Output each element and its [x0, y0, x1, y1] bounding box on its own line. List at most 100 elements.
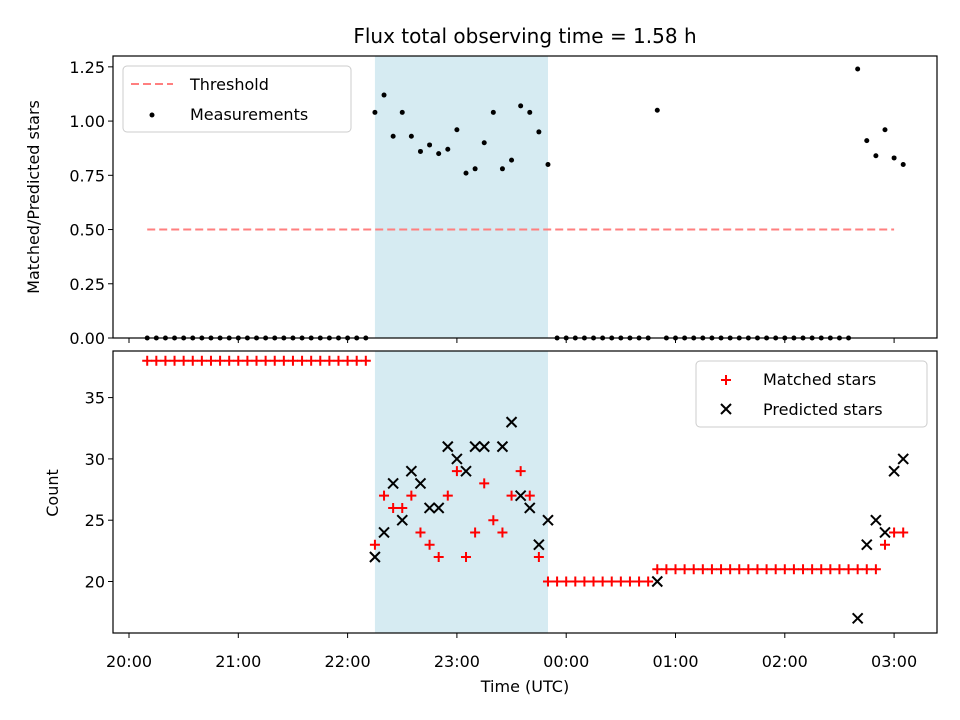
legend-matched-label: Matched stars	[763, 370, 876, 389]
matched-star-point	[652, 564, 663, 575]
matched-star-point	[315, 355, 326, 366]
matched-star-point	[561, 576, 572, 587]
predicted-star-point	[861, 539, 873, 551]
matched-star-point	[470, 527, 481, 538]
matched-star-point	[634, 576, 645, 587]
predicted-star-point	[514, 489, 527, 502]
measurement-point	[527, 109, 533, 115]
matched-star-point	[725, 564, 736, 575]
matched-star-point	[451, 466, 462, 477]
matched-star-point	[397, 502, 408, 513]
matched-star-point	[324, 355, 335, 366]
matched-star-point	[215, 355, 226, 366]
matched-star-point	[497, 527, 508, 538]
matched-star-point	[178, 355, 189, 366]
matched-star-point	[615, 576, 626, 587]
measurement-point	[864, 138, 870, 144]
top-y-tick-label: 0.75	[69, 166, 105, 185]
top-y-tick-label: 0.50	[69, 221, 105, 240]
matched-star-point	[889, 527, 900, 538]
predicted-star-point	[396, 514, 408, 526]
matched-star-point	[506, 490, 517, 501]
matched-star-point	[151, 355, 162, 366]
matched-star-point	[433, 551, 444, 562]
measurement-point	[882, 127, 888, 133]
predicted-star-point	[460, 465, 472, 477]
measurement-point	[454, 127, 460, 133]
matched-star-point	[142, 355, 153, 366]
matched-star-point	[843, 564, 854, 575]
matched-star-point	[461, 551, 472, 562]
matched-star-point	[533, 551, 544, 562]
matched-star-point	[406, 490, 417, 501]
legend-predicted-label: Predicted stars	[763, 400, 883, 419]
matched-star-point	[807, 564, 818, 575]
measurement-point	[390, 133, 396, 139]
matched-star-point	[379, 490, 390, 501]
measurement-point	[518, 103, 524, 109]
predicted-star-point	[451, 453, 463, 465]
measurement-point	[509, 157, 515, 163]
top-y-tick-label: 1.00	[69, 112, 105, 131]
matched-star-point	[369, 539, 380, 550]
matched-star-point	[579, 576, 590, 587]
matched-star-point	[570, 576, 581, 587]
matched-star-point	[224, 355, 235, 366]
measurement-point	[900, 161, 906, 167]
matched-star-point	[196, 355, 207, 366]
predicted-star-point	[423, 502, 436, 514]
matched-star-point	[297, 355, 308, 366]
bottom-legend: Matched stars Predicted stars	[695, 360, 928, 428]
matched-star-point	[879, 539, 890, 550]
measurement-point	[463, 170, 469, 176]
matched-star-point	[542, 576, 553, 587]
matched-star-point	[524, 490, 535, 501]
top-y-tick-label: 0.00	[69, 329, 105, 348]
measurement-point	[545, 161, 551, 167]
matched-star-point	[515, 466, 526, 477]
legend-predicted-swatch	[720, 403, 732, 415]
predicted-star-point	[478, 440, 490, 453]
top-legend-box	[122, 65, 352, 133]
x-tick-label: 01:00	[652, 652, 698, 671]
matched-star-point	[552, 576, 563, 587]
x-tick-label: 02:00	[762, 652, 808, 671]
measurement-point	[399, 109, 405, 115]
matched-star-point	[351, 355, 362, 366]
matched-star-point	[852, 564, 863, 575]
measurement-point	[381, 92, 387, 98]
matched-star-point	[825, 564, 836, 575]
matched-star-point	[716, 564, 727, 575]
matched-star-point	[388, 502, 399, 513]
bottom-y-axis-label: Count	[43, 469, 62, 517]
matched-star-point	[697, 564, 708, 575]
bottom-y-tick-label: 30	[85, 450, 105, 469]
predicted-star-point	[469, 440, 481, 453]
chart-title: Flux total observing time = 1.58 h	[353, 24, 696, 48]
x-axis-label: Time (UTC)	[480, 677, 569, 696]
matched-star-point	[588, 576, 599, 587]
predicted-star-point	[414, 477, 427, 490]
measurement-point	[490, 109, 496, 115]
matched-star-point	[360, 355, 371, 366]
top-y-tick-label: 1.25	[69, 58, 105, 77]
matched-star-point	[661, 564, 672, 575]
matched-star-point	[670, 564, 681, 575]
matched-star-point	[761, 564, 772, 575]
predicted-star-point	[405, 465, 418, 477]
matched-star-point	[205, 355, 216, 366]
matched-star-point	[624, 576, 635, 587]
bottom-y-tick-label: 25	[85, 511, 105, 530]
measurement-point	[417, 148, 423, 154]
matched-star-point	[770, 564, 781, 575]
plot-layer: 0.00 0.25 0.50 0.75 1.00 1.25 20 25 30 35 20:00 21:…	[69, 55, 938, 671]
predicted-star-point	[378, 526, 390, 539]
shaded-region-top	[374, 56, 548, 338]
predicted-star-point	[888, 465, 900, 477]
measurement-point	[654, 107, 660, 113]
predicted-star-point	[879, 526, 891, 539]
matched-star-point	[798, 564, 809, 575]
bottom-legend-box	[695, 360, 928, 428]
